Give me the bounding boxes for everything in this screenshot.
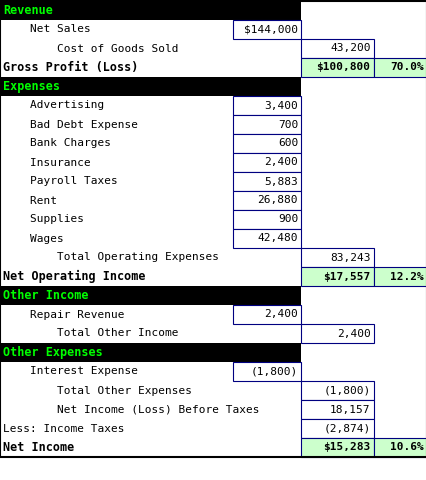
Text: Cost of Goods Sold: Cost of Goods Sold xyxy=(3,44,178,53)
Text: 18,157: 18,157 xyxy=(329,405,370,415)
Text: $144,000: $144,000 xyxy=(244,24,297,35)
Text: Payroll Taxes: Payroll Taxes xyxy=(3,177,118,187)
Text: Supplies: Supplies xyxy=(3,215,84,225)
Text: Total Operating Expenses: Total Operating Expenses xyxy=(3,252,219,263)
Bar xyxy=(300,400,373,419)
Bar xyxy=(232,362,300,381)
Text: (1,800): (1,800) xyxy=(322,385,370,396)
Text: Wages: Wages xyxy=(3,233,63,243)
Text: 2,400: 2,400 xyxy=(264,157,297,168)
Text: 2,400: 2,400 xyxy=(264,310,297,320)
Text: Interest Expense: Interest Expense xyxy=(3,367,138,376)
Text: Insurance: Insurance xyxy=(3,157,91,168)
Text: 83,243: 83,243 xyxy=(329,252,370,263)
Bar xyxy=(232,20,300,39)
Bar xyxy=(232,172,300,191)
Bar xyxy=(232,191,300,210)
Bar xyxy=(0,286,300,305)
Bar xyxy=(0,77,300,96)
Text: 43,200: 43,200 xyxy=(329,44,370,53)
Bar xyxy=(232,96,300,115)
Text: Net Sales: Net Sales xyxy=(3,24,91,35)
Bar xyxy=(373,267,426,286)
Text: 12.2%: 12.2% xyxy=(389,272,423,281)
Text: Less: Income Taxes: Less: Income Taxes xyxy=(3,423,124,433)
Bar xyxy=(0,1,300,20)
Text: 700: 700 xyxy=(277,120,297,130)
Text: Repair Revenue: Repair Revenue xyxy=(3,310,124,320)
Bar xyxy=(232,229,300,248)
Text: Net Income (Loss) Before Taxes: Net Income (Loss) Before Taxes xyxy=(3,405,259,415)
Text: Other Income: Other Income xyxy=(3,289,88,302)
Bar xyxy=(232,134,300,153)
Text: 3,400: 3,400 xyxy=(264,100,297,110)
Bar xyxy=(373,58,426,77)
Text: Net Operating Income: Net Operating Income xyxy=(3,270,145,283)
Text: 2,400: 2,400 xyxy=(336,328,370,338)
Bar xyxy=(232,153,300,172)
Bar xyxy=(232,210,300,229)
Bar xyxy=(300,438,373,457)
Bar xyxy=(300,324,373,343)
Text: Total Other Expenses: Total Other Expenses xyxy=(3,385,192,396)
Text: Revenue: Revenue xyxy=(3,4,53,17)
Bar xyxy=(373,438,426,457)
Text: 900: 900 xyxy=(277,215,297,225)
Text: 42,480: 42,480 xyxy=(257,233,297,243)
Text: $17,557: $17,557 xyxy=(322,272,370,281)
Bar xyxy=(300,419,373,438)
Bar xyxy=(0,343,300,362)
Text: 10.6%: 10.6% xyxy=(389,443,423,453)
Text: $15,283: $15,283 xyxy=(322,443,370,453)
Text: Advertising: Advertising xyxy=(3,100,104,110)
Text: Bad Debt Expense: Bad Debt Expense xyxy=(3,120,138,130)
Text: 70.0%: 70.0% xyxy=(389,62,423,72)
Bar xyxy=(232,305,300,324)
Text: 26,880: 26,880 xyxy=(257,195,297,205)
Text: Rent: Rent xyxy=(3,195,57,205)
Bar xyxy=(300,248,373,267)
Bar xyxy=(300,381,373,400)
Text: 600: 600 xyxy=(277,139,297,148)
Text: Expenses: Expenses xyxy=(3,80,60,93)
Text: $100,800: $100,800 xyxy=(316,62,370,72)
Text: 5,883: 5,883 xyxy=(264,177,297,187)
Text: Gross Profit (Loss): Gross Profit (Loss) xyxy=(3,61,138,74)
Bar xyxy=(300,58,373,77)
Bar xyxy=(300,39,373,58)
Bar xyxy=(232,115,300,134)
Text: (1,800): (1,800) xyxy=(250,367,297,376)
Text: Bank Charges: Bank Charges xyxy=(3,139,111,148)
Text: Other Expenses: Other Expenses xyxy=(3,346,103,359)
Text: Net Income: Net Income xyxy=(3,441,74,454)
Text: Total Other Income: Total Other Income xyxy=(3,328,178,338)
Text: (2,874): (2,874) xyxy=(322,423,370,433)
Bar xyxy=(300,267,373,286)
